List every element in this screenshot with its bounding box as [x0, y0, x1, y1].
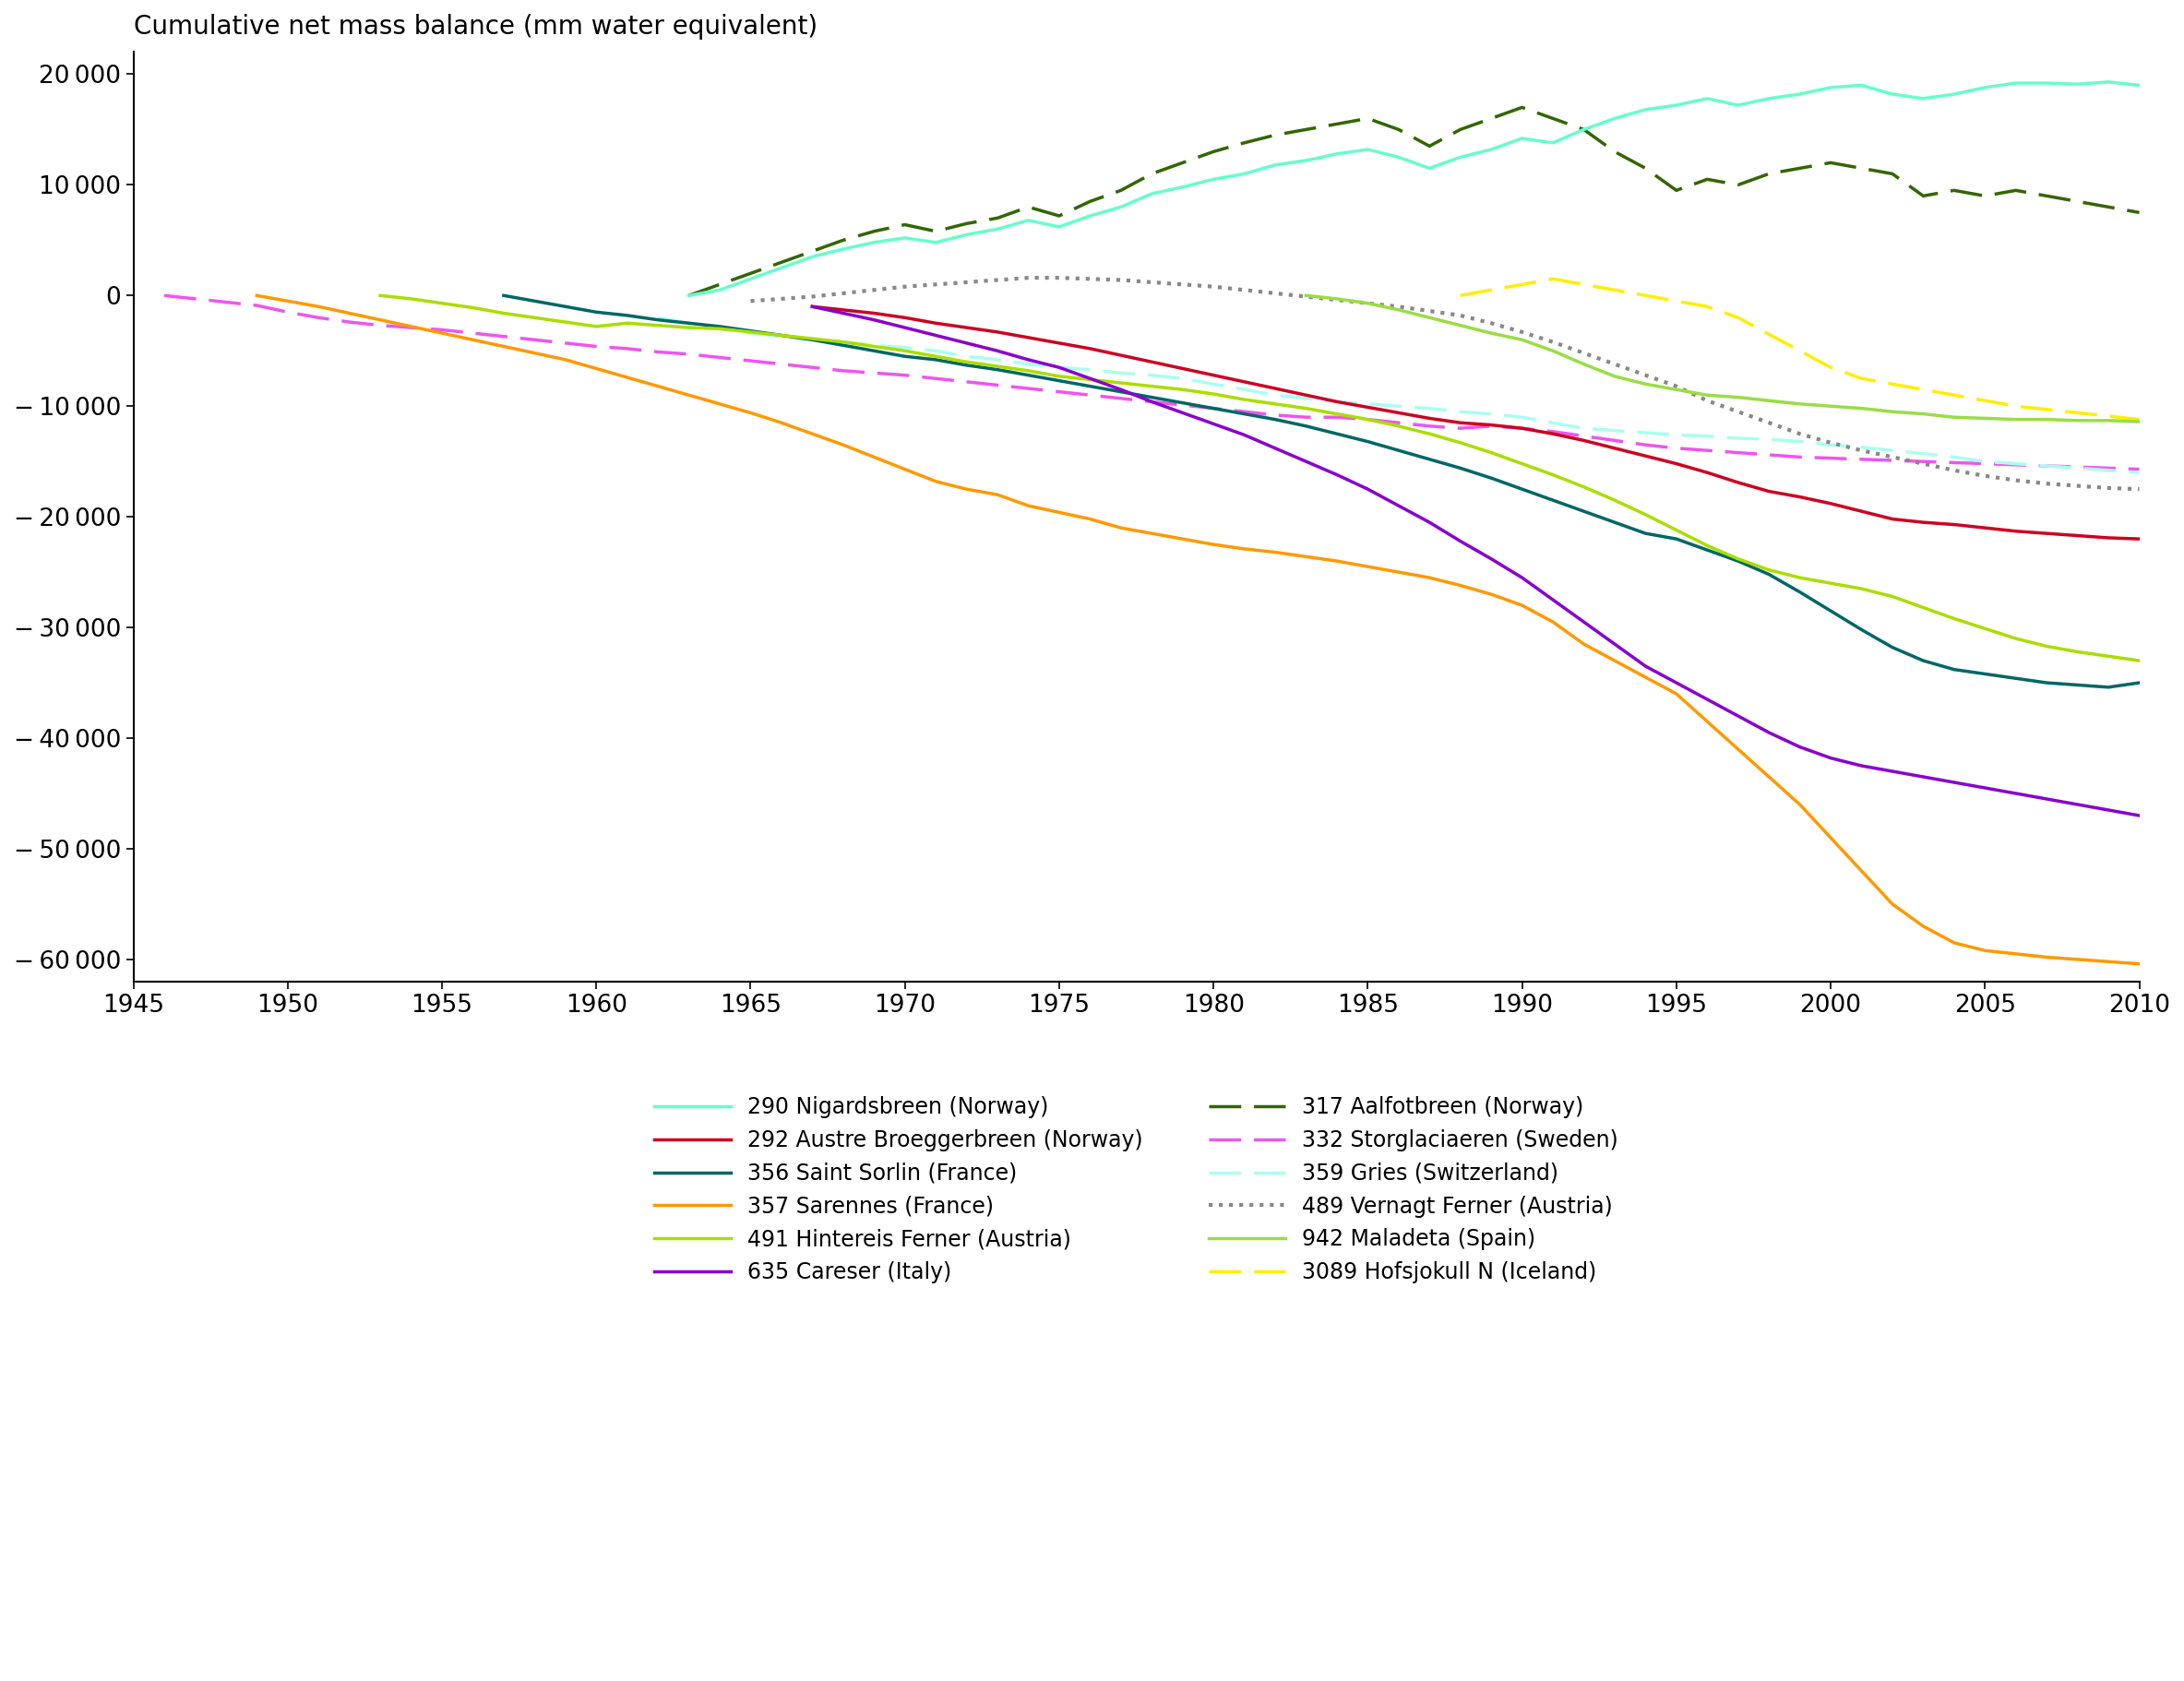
Text: Cumulative net mass balance (mm water equivalent): Cumulative net mass balance (mm water eq… [133, 13, 817, 40]
Legend: 290 Nigardsbreen (Norway), 292 Austre Broeggerbreen (Norway), 356 Saint Sorlin (: 290 Nigardsbreen (Norway), 292 Austre Br… [644, 1086, 1629, 1294]
